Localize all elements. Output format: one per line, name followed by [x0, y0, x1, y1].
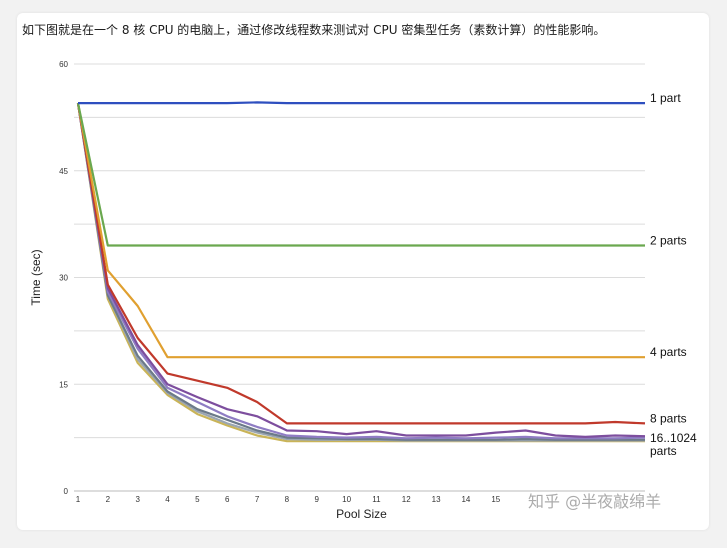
series-line-1 — [76, 102, 645, 247]
y-axis-title: Time (sec) — [29, 249, 43, 305]
x-tick-label: 14 — [461, 495, 470, 504]
y-tick-label: 60 — [59, 60, 68, 69]
x-tick-label: 4 — [165, 495, 170, 504]
y-tick-label: 0 — [64, 487, 69, 496]
series-label: 2 parts — [650, 233, 687, 247]
annotation-label: 16..1024 — [650, 431, 697, 445]
series-line-0 — [78, 101, 645, 105]
series-line-6 — [76, 102, 645, 441]
x-tick-label: 10 — [342, 495, 351, 504]
content-card — [17, 13, 709, 530]
y-axis-ticks: 0 15 30 45 60 — [59, 60, 68, 496]
series-label: 8 parts — [650, 411, 687, 425]
x-tick-label: 3 — [135, 495, 140, 504]
x-tick-label: 2 — [106, 495, 111, 504]
series-lines — [76, 101, 646, 443]
series-line-5 — [76, 102, 646, 440]
series-line-2 — [76, 102, 645, 359]
series-line-8 — [76, 102, 645, 443]
watermark-text: 知乎 @半夜敲绵羊 — [528, 492, 662, 511]
x-tick-label: 13 — [432, 495, 441, 504]
series-line-3 — [76, 102, 646, 425]
x-tick-label: 5 — [195, 495, 200, 504]
x-tick-label: 7 — [255, 495, 260, 504]
x-tick-label: 11 — [372, 495, 381, 504]
x-axis-ticks: 1 2 3 4 5 6 7 8 9 10 11 12 13 14 15 — [76, 495, 501, 504]
series-line-4 — [76, 102, 646, 438]
y-tick-label: 45 — [59, 167, 68, 176]
annotation-label: parts — [650, 444, 677, 458]
y-tick-label: 15 — [59, 380, 68, 389]
x-tick-label: 15 — [491, 495, 500, 504]
x-tick-label: 12 — [402, 495, 411, 504]
x-tick-label: 1 — [76, 495, 81, 504]
x-tick-label: 6 — [225, 495, 230, 504]
x-axis-title: Pool Size — [336, 507, 387, 521]
series-label: 1 part — [650, 91, 681, 105]
x-tick-label: 8 — [285, 495, 290, 504]
y-tick-label: 30 — [59, 274, 68, 283]
series-label: 4 parts — [650, 345, 687, 359]
x-tick-label: 9 — [315, 495, 320, 504]
gridlines — [74, 63, 645, 492]
caption-text: 如下图就是在一个 8 核 CPU 的电脑上，通过修改线程数来测试对 CPU 密集… — [22, 23, 606, 37]
